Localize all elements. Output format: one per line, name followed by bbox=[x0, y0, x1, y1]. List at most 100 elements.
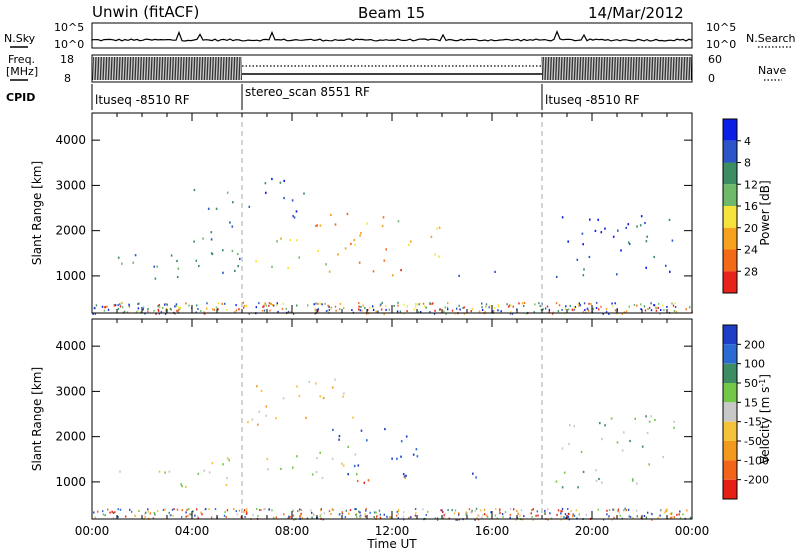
echo-cell bbox=[403, 312, 405, 315]
echo-cell bbox=[181, 509, 183, 512]
echo-cell bbox=[163, 509, 166, 512]
echo-cell bbox=[669, 512, 672, 515]
echo-cell bbox=[215, 306, 218, 309]
echo-cell bbox=[488, 306, 490, 309]
echo-cell bbox=[211, 308, 214, 311]
echo-cell bbox=[376, 514, 379, 517]
echo-cell bbox=[174, 312, 176, 315]
echo-cell bbox=[297, 510, 299, 513]
echo-cell bbox=[434, 309, 436, 312]
echo-cell bbox=[659, 312, 661, 315]
echo-cell bbox=[266, 457, 269, 460]
echo-cell bbox=[399, 310, 402, 313]
echo-cell bbox=[292, 509, 294, 512]
nsearch-label: N.Search bbox=[746, 32, 796, 45]
echo-cell bbox=[575, 509, 577, 512]
echo-cell bbox=[422, 508, 424, 511]
echo-cell bbox=[362, 304, 364, 307]
echo-cell bbox=[165, 308, 167, 310]
echo-cell bbox=[381, 225, 384, 228]
time-axis-label: Time UT bbox=[366, 537, 417, 551]
echo-cell bbox=[281, 307, 284, 310]
echo-cell bbox=[439, 308, 441, 311]
echo-cell bbox=[666, 508, 668, 511]
echo-cell bbox=[558, 304, 561, 307]
colorbar-swatch bbox=[723, 140, 737, 163]
echo-cell bbox=[323, 512, 325, 515]
echo-cell bbox=[134, 254, 137, 257]
echo-cell bbox=[195, 259, 198, 262]
echo-cell bbox=[246, 512, 248, 515]
echo-cell bbox=[512, 305, 514, 308]
echo-cell bbox=[202, 237, 204, 240]
echo-cell bbox=[396, 457, 398, 460]
echo-cell bbox=[181, 485, 183, 488]
echo-cell bbox=[434, 253, 436, 256]
echo-cell bbox=[482, 513, 484, 516]
echo-cell bbox=[679, 510, 681, 513]
echo-cell bbox=[296, 385, 298, 388]
echo-cell bbox=[367, 309, 369, 312]
echo-cell bbox=[176, 309, 178, 312]
echo-cell bbox=[671, 512, 673, 515]
echo-cell bbox=[621, 449, 624, 452]
echo-cell bbox=[427, 510, 429, 513]
echo-cell bbox=[355, 513, 357, 516]
echo-cell bbox=[497, 304, 499, 307]
echo-cell bbox=[531, 509, 533, 512]
echo-cell bbox=[613, 508, 615, 511]
echo-cell bbox=[564, 308, 567, 310]
echo-cell bbox=[358, 308, 360, 311]
echo-cell bbox=[338, 513, 341, 516]
echo-cell bbox=[539, 305, 541, 308]
colorbar-tick-label: 50 bbox=[744, 377, 758, 390]
echo-cell bbox=[92, 312, 94, 315]
echo-cell bbox=[611, 518, 613, 521]
echo-cell bbox=[233, 508, 235, 511]
echo-cell bbox=[658, 302, 660, 305]
echo-cell bbox=[292, 466, 294, 469]
echo-cell bbox=[500, 310, 502, 313]
echo-cell bbox=[358, 510, 360, 513]
echo-cell bbox=[403, 475, 406, 478]
echo-cell bbox=[561, 308, 563, 311]
echo-cell bbox=[111, 510, 113, 513]
echo-cell bbox=[176, 275, 179, 279]
echo-cell bbox=[453, 512, 456, 515]
echo-cell bbox=[273, 304, 275, 307]
echo-cell bbox=[326, 309, 329, 312]
echo-cell bbox=[257, 423, 259, 426]
echo-cell bbox=[343, 392, 345, 395]
echo-cell bbox=[403, 511, 405, 514]
y-tick-label: 4000 bbox=[55, 133, 86, 147]
echo-cell bbox=[328, 510, 331, 513]
colorbar-tick-label: 200 bbox=[744, 338, 765, 351]
echo-cell bbox=[152, 517, 155, 520]
echo-cell bbox=[509, 312, 512, 315]
echo-cell bbox=[129, 508, 131, 511]
echo-cell bbox=[257, 514, 259, 517]
echo-cell bbox=[255, 306, 257, 309]
echo-cell bbox=[112, 517, 115, 520]
x-tick-label: 12:00 bbox=[375, 524, 410, 538]
echo-cell bbox=[194, 514, 196, 517]
echo-cell bbox=[247, 421, 249, 424]
echo-cell bbox=[403, 303, 405, 306]
echo-cell bbox=[206, 302, 208, 305]
echo-cell bbox=[157, 305, 159, 308]
echo-cell bbox=[623, 431, 625, 434]
echo-cell bbox=[414, 303, 417, 306]
echo-cell bbox=[155, 313, 157, 315]
echo-cell bbox=[406, 305, 408, 308]
echo-cell bbox=[669, 270, 671, 273]
echo-cell bbox=[103, 309, 106, 312]
echo-cell bbox=[235, 309, 238, 312]
echo-cell bbox=[168, 511, 170, 514]
echo-cell bbox=[339, 302, 342, 305]
echo-cell bbox=[614, 309, 617, 312]
colorbar-tick-label: 20 bbox=[744, 222, 758, 235]
echo-cell bbox=[645, 240, 648, 243]
echo-cell bbox=[256, 385, 258, 388]
echo-cell bbox=[385, 248, 387, 251]
echo-cell bbox=[418, 311, 420, 314]
